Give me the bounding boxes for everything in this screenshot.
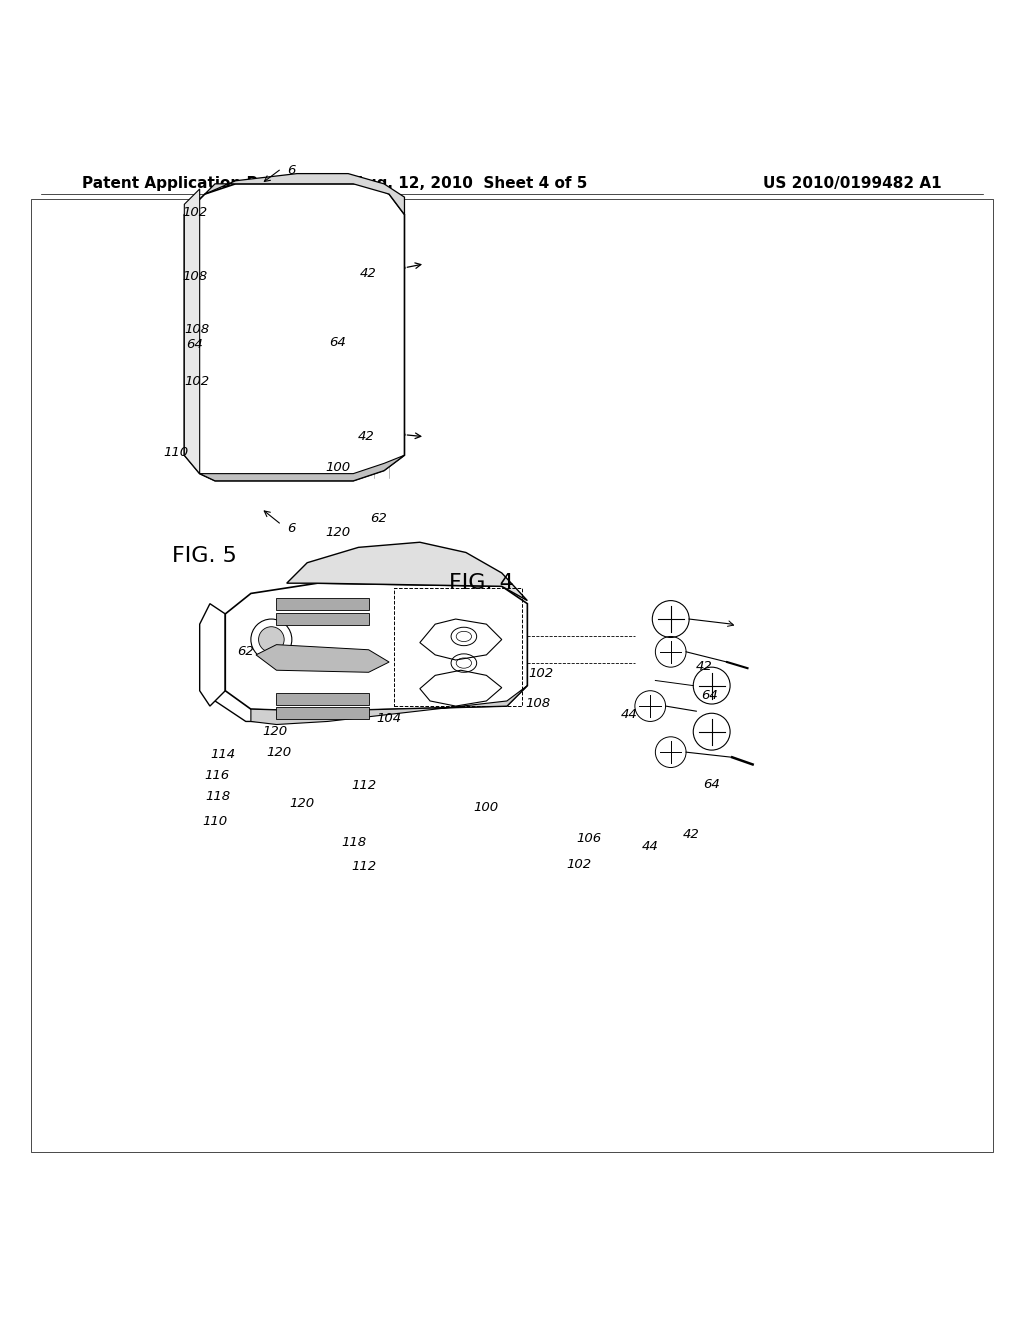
Text: FIG. 4: FIG. 4: [449, 573, 514, 593]
Polygon shape: [251, 685, 527, 725]
Text: 42: 42: [683, 828, 699, 841]
Bar: [276, 693, 369, 705]
Polygon shape: [420, 619, 502, 660]
Polygon shape: [256, 644, 389, 672]
Polygon shape: [287, 543, 527, 601]
Polygon shape: [184, 189, 200, 474]
Text: Aug. 12, 2010  Sheet 4 of 5: Aug. 12, 2010 Sheet 4 of 5: [354, 177, 588, 191]
Text: 108: 108: [525, 697, 550, 710]
Text: 120: 120: [290, 797, 314, 810]
Text: 110: 110: [203, 816, 227, 828]
Text: 100: 100: [474, 801, 499, 814]
Text: 62: 62: [371, 512, 387, 525]
Text: 64: 64: [703, 779, 720, 792]
Bar: [276, 598, 369, 610]
Text: 102: 102: [182, 206, 207, 219]
Polygon shape: [420, 671, 502, 706]
Ellipse shape: [251, 619, 292, 660]
Text: 42: 42: [360, 268, 377, 280]
Text: 106: 106: [577, 832, 601, 845]
Text: 118: 118: [206, 789, 230, 803]
Bar: [394, 589, 522, 706]
Text: 42: 42: [358, 430, 375, 444]
Text: 104: 104: [377, 711, 401, 725]
Text: 114: 114: [211, 747, 236, 760]
Text: 120: 120: [266, 746, 291, 759]
Text: 62: 62: [238, 645, 254, 659]
Polygon shape: [205, 174, 404, 215]
Text: 118: 118: [342, 836, 367, 849]
Text: 64: 64: [701, 689, 718, 702]
Text: 44: 44: [642, 840, 658, 853]
Text: Patent Application Publication: Patent Application Publication: [82, 177, 343, 191]
Text: 112: 112: [351, 861, 376, 874]
Text: 44: 44: [621, 708, 637, 721]
Text: FIG. 5: FIG. 5: [172, 545, 238, 565]
Text: 112: 112: [351, 779, 376, 792]
Text: 100: 100: [326, 461, 350, 474]
Bar: [276, 612, 369, 626]
Text: 102: 102: [528, 667, 553, 680]
Text: 110: 110: [164, 446, 188, 458]
Polygon shape: [200, 455, 404, 480]
Text: 102: 102: [566, 858, 591, 871]
Ellipse shape: [258, 627, 285, 652]
Text: US 2010/0199482 A1: US 2010/0199482 A1: [764, 177, 942, 191]
Text: 120: 120: [262, 725, 287, 738]
Text: 108: 108: [182, 269, 207, 282]
Text: 102: 102: [184, 375, 209, 388]
Bar: [276, 708, 369, 719]
Polygon shape: [184, 183, 404, 480]
Text: 120: 120: [326, 525, 350, 539]
Text: 64: 64: [186, 338, 203, 351]
Text: 64: 64: [330, 337, 346, 348]
Text: 108: 108: [184, 323, 209, 335]
Text: 6: 6: [288, 164, 296, 177]
Text: 6: 6: [288, 523, 296, 536]
Polygon shape: [200, 603, 225, 706]
Text: 42: 42: [696, 660, 713, 673]
Text: 116: 116: [205, 770, 229, 783]
Polygon shape: [225, 583, 527, 711]
